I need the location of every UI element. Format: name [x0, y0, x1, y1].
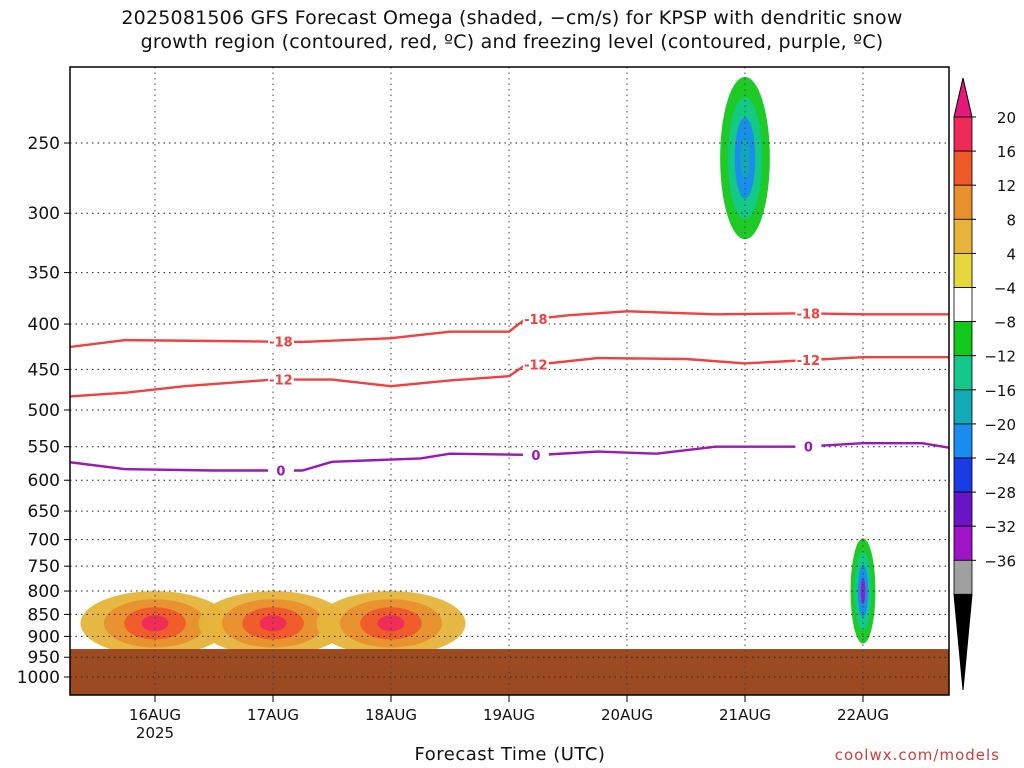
x-tick-label: 20AUG — [601, 706, 653, 724]
colorbar-label: −8 — [994, 314, 1016, 332]
x-tick-label: 18AUG — [365, 706, 417, 724]
contour-label: -12 — [269, 374, 293, 389]
contour-label-bg — [267, 462, 294, 478]
colorbar-band — [953, 525, 973, 561]
x-tick-label: 22AUG — [837, 706, 889, 724]
x-axis-label: Forecast Time (UTC) — [414, 744, 606, 765]
y-tick-label: 850 — [28, 605, 60, 625]
colorbar-band — [953, 355, 973, 391]
colorbar-label: 16 — [997, 143, 1016, 161]
omega-shading — [80, 76, 876, 656]
grid-lines — [70, 67, 949, 695]
y-tick-label: 500 — [28, 401, 60, 421]
colorbar-band — [953, 287, 973, 322]
colorbar-band — [953, 457, 973, 493]
x-tick-sublabel: 2025 — [136, 724, 174, 742]
colorbar-band — [953, 389, 973, 425]
y-tick-label: 550 — [28, 438, 60, 458]
x-tick-label: 19AUG — [483, 706, 535, 724]
colorbar-bottom-arrow — [953, 593, 973, 691]
x-tick-label: 16AUG — [129, 706, 181, 724]
colorbar-label: −32 — [984, 518, 1016, 536]
y-tick-label: 250 — [28, 134, 60, 154]
contour-label-bg — [522, 310, 549, 326]
contour-label: -18 — [524, 313, 548, 328]
colorbar-band — [953, 423, 973, 459]
colorbar-band — [953, 184, 973, 220]
colorbar-label: −16 — [984, 382, 1016, 400]
title-line-2: growth region (contoured, red, ºC) and f… — [140, 31, 884, 53]
colorbar-label: 12 — [997, 177, 1016, 195]
colorbar-top-arrow — [953, 77, 973, 118]
chart-title: 2025081506 GFS Forecast Omega (shaded, −… — [0, 6, 1024, 54]
x-tick-label: 21AUG — [719, 706, 771, 724]
colorbar-label: −20 — [984, 416, 1016, 434]
contour-label-bg — [522, 356, 549, 372]
contour-label-bg — [267, 371, 294, 387]
colorbar-band — [953, 559, 973, 595]
omega-cell — [740, 137, 750, 179]
colorbar-label: −28 — [984, 484, 1016, 502]
contour-label-bg — [267, 333, 294, 349]
colorbar-band — [953, 116, 973, 152]
contour-label: -18 — [269, 336, 293, 351]
y-tick-label: 300 — [28, 204, 60, 224]
y-tick-label: 600 — [28, 471, 60, 491]
colorbar-label: −24 — [984, 450, 1016, 468]
contour-label-bg — [795, 352, 822, 368]
colorbar-band — [953, 252, 973, 288]
y-tick-label: 450 — [28, 360, 60, 380]
y-tick-label: 650 — [28, 502, 60, 522]
y-tick-label: 950 — [28, 648, 60, 668]
contour-line — [70, 356, 949, 398]
title-line-1: 2025081506 GFS Forecast Omega (shaded, −… — [121, 7, 903, 29]
y-tick-label: 750 — [28, 557, 60, 577]
colorbar: 20 16 12 8 4 −4 −8 −12 −16 −20 −24 −28 −32 −36 — [953, 77, 1016, 691]
y-tick-label: 700 — [28, 531, 60, 551]
colorbar-label: −12 — [984, 348, 1016, 366]
y-axis: 2503003504004505005506006507007508008509… — [17, 134, 70, 688]
colorbar-label: 8 — [1006, 211, 1016, 229]
y-tick-label: 900 — [28, 627, 60, 647]
contour-label-bg — [522, 446, 549, 462]
contour-label: -12 — [524, 359, 548, 374]
contour-line — [70, 310, 949, 349]
y-tick-label: 800 — [28, 582, 60, 602]
contour-label-bg — [795, 438, 822, 454]
contour-lines: -18 -18 -18 -12 -12 -12 0 0 0 — [70, 305, 949, 479]
colorbar-label: 20 — [997, 109, 1016, 127]
colorbar-label: −4 — [994, 280, 1016, 298]
colorbar-band — [953, 150, 973, 186]
y-tick-label: 350 — [28, 264, 60, 284]
y-tick-label: 1000 — [17, 668, 60, 688]
colorbar-label: 4 — [1006, 245, 1016, 263]
colorbar-band — [953, 218, 973, 254]
x-tick-label: 17AUG — [247, 706, 299, 724]
credit-text: coolwx.com/models — [834, 746, 1000, 764]
colorbar-label: −36 — [984, 552, 1016, 570]
colorbar-band — [953, 491, 973, 527]
contour-label: 0 — [804, 440, 813, 455]
contour-label: -18 — [797, 307, 821, 322]
y-tick-label: 400 — [28, 315, 60, 335]
contour-label: 0 — [276, 464, 285, 479]
contour-label-bg — [795, 305, 822, 321]
contour-label: 0 — [531, 449, 540, 464]
contour-label: -12 — [797, 354, 821, 369]
colorbar-band — [953, 321, 973, 357]
